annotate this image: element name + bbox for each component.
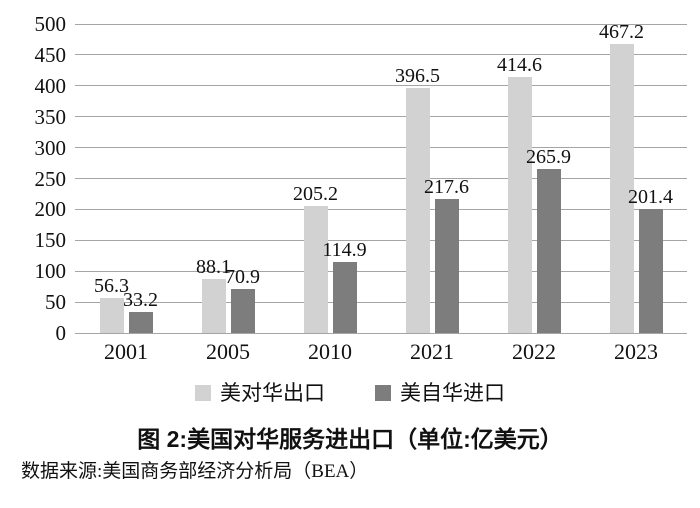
bar-value-label: 265.9 (526, 145, 571, 168)
y-tick-label: 500 (34, 12, 67, 36)
x-tick-label: 2023 (614, 339, 658, 364)
bar-group: 414.6 265.9 (483, 24, 585, 333)
bar-value-label: 396.5 (395, 64, 440, 87)
gridline (75, 23, 687, 25)
bar: 201.4 (628, 186, 673, 333)
x-axis: 2001 2005 2010 2021 2022 2023 (75, 339, 687, 365)
x-tick-label: 2021 (410, 339, 454, 364)
bar: 33.2 (123, 289, 158, 333)
gridline (75, 147, 687, 149)
bar-value-label: 114.9 (322, 239, 367, 261)
gridline (75, 208, 687, 210)
y-tick-label: 350 (34, 104, 67, 129)
y-tick-label: 100 (34, 259, 67, 284)
legend-item: 美对华出口 (195, 382, 325, 404)
bar-groups: 56.3 33.2 88.1 70.9 205.2 114.9 396.5 217.6 414.… (75, 21, 687, 333)
y-tick-label: 200 (34, 197, 67, 222)
bar-value-label: 33.2 (123, 289, 158, 312)
bar: 265.9 (526, 146, 571, 333)
bar-group: 396.5 217.6 (381, 24, 483, 333)
bar-group: 467.2 201.4 (585, 21, 687, 333)
legend: 美对华出口 美自华进口 (0, 382, 700, 404)
x-tick-label: 2022 (512, 339, 556, 364)
legend-label: 美自华进口 (400, 381, 505, 405)
bar: 396.5 (395, 65, 440, 333)
bar: 56.3 (94, 275, 129, 333)
x-tick-label: 2001 (104, 339, 148, 364)
bar-value-label: 201.4 (628, 185, 673, 208)
bar-group: 205.2 114.9 (279, 24, 381, 333)
gridline (75, 239, 687, 241)
bar-group: 88.1 70.9 (177, 24, 279, 333)
bar-value-label: 56.3 (94, 275, 129, 298)
bar: 217.6 (424, 176, 469, 333)
bar: 88.1 (196, 256, 231, 333)
bar-value-label: 205.2 (293, 183, 338, 206)
y-axis: 0 50 100 150 200 250 300 350 400 450 500 (0, 12, 67, 345)
gridline (75, 270, 687, 272)
bar-value-label: 217.6 (424, 175, 469, 198)
y-tick-label: 400 (34, 73, 67, 98)
y-tick-label: 300 (34, 135, 67, 160)
legend-item: 美自华进口 (375, 382, 505, 404)
legend-label: 美对华出口 (220, 381, 325, 405)
x-tick-label: 2010 (308, 339, 352, 364)
bar: 414.6 (497, 54, 542, 333)
legend-swatch (195, 385, 211, 401)
bar-value-label: 70.9 (225, 266, 260, 289)
bar: 205.2 (293, 183, 338, 333)
gridline (75, 85, 687, 87)
x-tick-label: 2005 (206, 339, 250, 364)
plot-area: 56.3 33.2 88.1 70.9 205.2 114.9 396.5 217.6 414.… (75, 21, 687, 334)
figure-source: 数据来源:美国商务部经济分析局（BEA） (21, 461, 369, 482)
bar: 467.2 (599, 21, 644, 333)
gridline (75, 301, 687, 303)
bar-value-label: 467.2 (599, 21, 644, 44)
bar: 114.9 (322, 239, 367, 333)
bar-value-label: 414.6 (497, 53, 542, 76)
legend-swatch (375, 385, 391, 401)
y-tick-label: 50 (45, 290, 66, 315)
bar: 70.9 (225, 266, 260, 333)
y-tick-label: 0 (55, 321, 67, 345)
figure-caption: 图 2:美国对华服务进出口（单位:亿美元） (137, 426, 563, 452)
y-tick-label: 250 (34, 166, 67, 191)
gridline (75, 54, 687, 56)
gridline (75, 332, 687, 334)
y-tick-label: 450 (34, 42, 67, 67)
gridline (75, 116, 687, 118)
bar-group: 56.3 33.2 (75, 24, 177, 333)
y-tick-label: 150 (34, 228, 67, 253)
bar-value-label: 88.1 (196, 255, 231, 278)
gridline (75, 178, 687, 179)
